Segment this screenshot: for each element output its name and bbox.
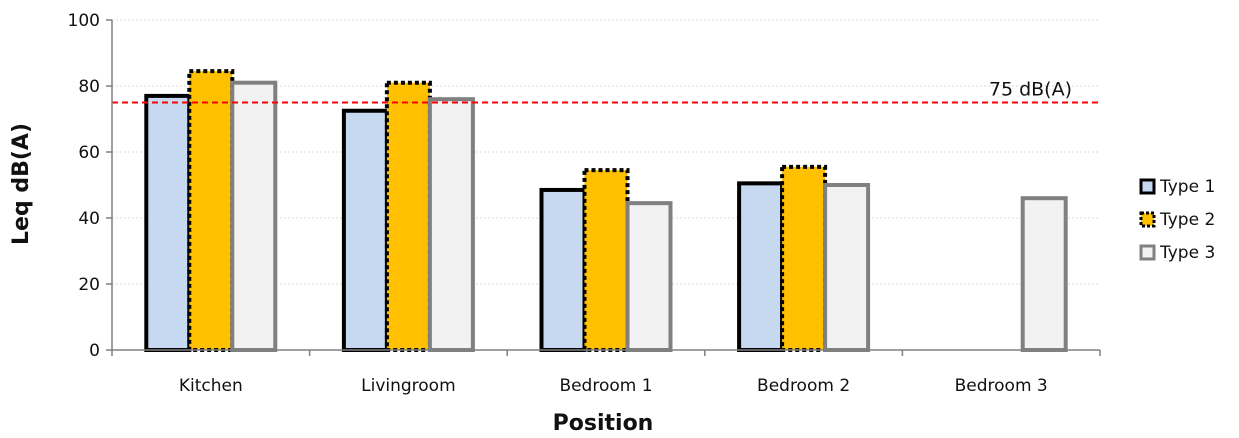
bar	[230, 80, 278, 352]
bar	[144, 93, 192, 353]
bar	[737, 181, 785, 352]
bars	[144, 69, 1068, 353]
reference-line-label: 75 dB(A)	[989, 79, 1072, 101]
bar	[780, 164, 828, 352]
x-axis-title: Position	[553, 411, 654, 436]
bar	[384, 80, 432, 352]
bar	[823, 183, 871, 352]
x-tick-label: Bedroom 1	[559, 376, 652, 396]
bar	[187, 69, 235, 353]
legend-label: Type 2	[1159, 210, 1215, 230]
x-tick-label: Livingroom	[361, 376, 456, 396]
y-tick-label: 100	[68, 11, 100, 31]
x-tick-labels: Kitchen Livingroom Bedroom 1 Bedroom 2 Bedro…	[179, 376, 1048, 396]
y-tick-label: 40	[78, 209, 100, 229]
legend-swatch	[1139, 178, 1156, 195]
y-tick-labels: 0 20 40 60 80 100	[68, 11, 100, 361]
y-tick-label: 80	[78, 77, 100, 97]
legend-label: Type 1	[1159, 177, 1215, 197]
x-tick-label: Kitchen	[179, 376, 243, 396]
y-axis-title: Leq dB(A)	[9, 123, 34, 245]
y-tick-label: 60	[78, 143, 100, 163]
y-tick-label: 0	[89, 341, 100, 361]
bar	[582, 168, 630, 352]
legend-swatch	[1139, 211, 1156, 228]
axes	[106, 19, 1101, 356]
x-tick-label: Bedroom 3	[955, 376, 1048, 396]
reference-line-group: 75 dB(A)	[112, 79, 1100, 104]
bar	[625, 201, 673, 352]
y-tick-label: 20	[78, 275, 100, 295]
bar	[1020, 196, 1068, 352]
x-tick-label: Bedroom 2	[757, 376, 850, 396]
bar	[539, 187, 587, 352]
bar	[427, 97, 475, 352]
legend-label: Type 3	[1159, 243, 1215, 263]
legend-swatch	[1139, 244, 1156, 261]
legend: Type 1 Type 2 Type 3	[1139, 177, 1215, 263]
bar	[341, 108, 389, 352]
